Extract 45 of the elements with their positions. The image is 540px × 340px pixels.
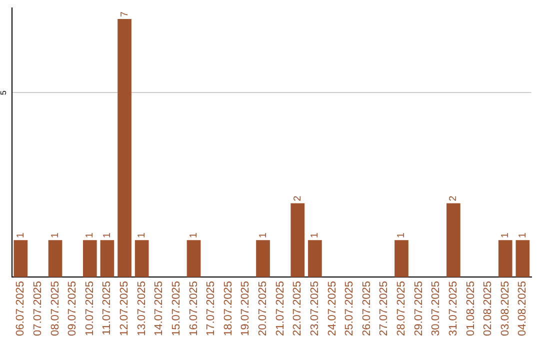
x-tick-label: 29.07.2025 <box>412 280 425 336</box>
x-tick-label: 20.07.2025 <box>257 280 270 336</box>
x-tick-label: 09.07.2025 <box>66 280 79 336</box>
data-label: 1 <box>15 232 26 238</box>
data-label: 1 <box>258 232 269 238</box>
x-tick-label: 06.07.2025 <box>14 280 27 336</box>
x-tick-label: 24.07.2025 <box>326 280 338 336</box>
x-tick-label: 21.07.2025 <box>274 280 286 336</box>
x-tick-label: 26.07.2025 <box>360 280 373 336</box>
x-tick-label: 18.07.2025 <box>222 280 234 336</box>
data-label: 1 <box>102 232 113 238</box>
x-tick-label: 07.07.2025 <box>32 280 44 336</box>
x-tick-label: 10.07.2025 <box>84 280 96 336</box>
x-tick-label: 13.07.2025 <box>136 280 148 336</box>
x-tick-label: 17.07.2025 <box>205 280 218 336</box>
x-tick-label: 25.07.2025 <box>344 280 356 336</box>
data-label: 1 <box>188 232 200 238</box>
data-label: 1 <box>84 232 96 238</box>
data-label: 1 <box>396 232 408 238</box>
x-tick-label: 15.07.2025 <box>170 280 182 336</box>
x-tick-label: 04.08.2025 <box>516 280 529 336</box>
x-tick-label: 30.07.2025 <box>430 280 442 336</box>
x-tick-label: 22.07.2025 <box>292 280 304 336</box>
x-tick-label: 31.07.2025 <box>447 280 460 336</box>
data-label: 7 <box>119 11 130 18</box>
data-label: 1 <box>136 232 148 238</box>
y-tick-label: 5 <box>0 90 8 95</box>
x-tick-label: 23.07.2025 <box>308 280 321 336</box>
x-tick-label: 12.07.2025 <box>118 280 131 336</box>
x-tick-label: 27.07.2025 <box>378 280 390 336</box>
x-tick-label: 01.08.2025 <box>464 280 477 336</box>
x-tick-label: 11.07.2025 <box>101 280 114 336</box>
x-tick-label: 14.07.2025 <box>153 280 166 336</box>
x-tick-label: 03.08.2025 <box>499 280 512 336</box>
data-label: 2 <box>448 195 460 202</box>
data-label: 1 <box>517 232 528 238</box>
data-label: 1 <box>50 232 62 238</box>
x-tick-label: 16.07.2025 <box>188 280 200 336</box>
data-label: 1 <box>500 232 512 238</box>
x-tick-label: 19.07.2025 <box>240 280 252 336</box>
x-tick-label: 28.07.2025 <box>396 280 408 336</box>
data-label: 2 <box>292 195 304 202</box>
x-tick-label: 08.07.2025 <box>49 280 62 336</box>
x-tick-label: 02.08.2025 <box>482 280 494 336</box>
data-label: 1 <box>310 232 321 238</box>
